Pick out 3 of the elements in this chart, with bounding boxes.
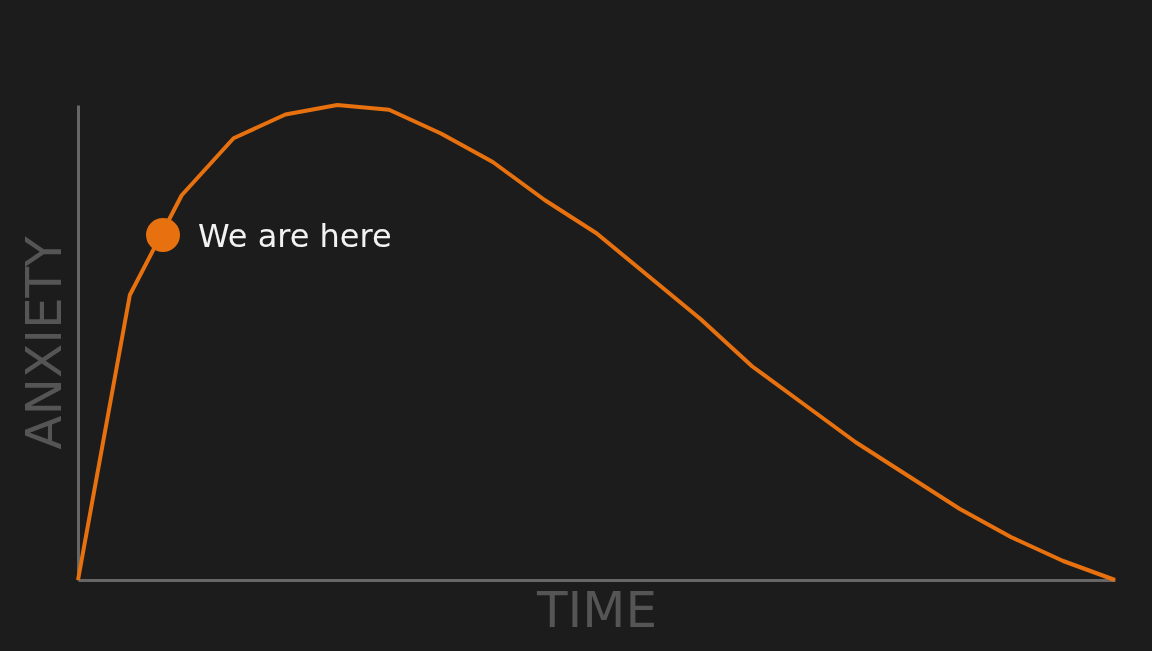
annotation: We are here [198,217,392,255]
y-axis-title: ANXIETY [14,235,73,450]
x-axis-title: TIME [535,580,658,639]
